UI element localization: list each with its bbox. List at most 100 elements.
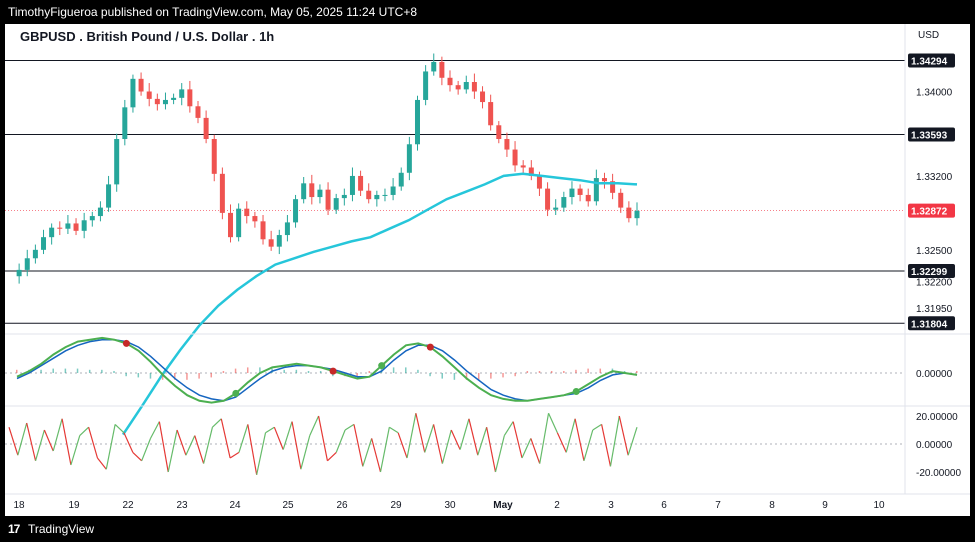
momentum-tick-label: 0.00000	[916, 440, 953, 451]
oscillator-histogram-bar	[636, 371, 638, 373]
candle-body	[97, 207, 103, 217]
candle-body	[447, 77, 453, 86]
date-tick-label: 24	[229, 500, 241, 511]
candle-body	[626, 207, 632, 219]
level-price-tag	[908, 127, 955, 142]
date-tick-label: 9	[822, 500, 828, 511]
momentum-segment	[406, 413, 417, 459]
price-tick-label: 1.33200	[916, 172, 953, 183]
momentum-segment	[309, 415, 320, 436]
momentum-segment	[512, 421, 523, 459]
candle-body	[545, 188, 551, 210]
candle-body	[423, 71, 429, 100]
level-price-tag	[908, 53, 955, 68]
momentum-segment	[618, 415, 629, 456]
oscillator-histogram-bar	[52, 368, 54, 373]
momentum-segment	[335, 429, 346, 453]
candle-body	[154, 98, 160, 105]
momentum-segment	[176, 429, 187, 456]
candle-body	[471, 82, 477, 92]
candle-body	[317, 189, 323, 198]
momentum-segment	[556, 432, 567, 453]
momentum-segment	[565, 418, 576, 453]
momentum-segment	[362, 438, 373, 467]
candle-body	[65, 223, 71, 229]
momentum-segment	[424, 424, 435, 453]
momentum-segment	[247, 424, 258, 475]
candle-body	[301, 183, 307, 200]
candle-body	[585, 194, 591, 202]
candle-body	[81, 220, 87, 231]
oscillator-histogram-bar	[526, 371, 529, 373]
candle-body	[252, 216, 258, 222]
momentum-segment	[344, 423, 355, 431]
oscillator-fast-line	[16, 336, 638, 404]
candle-body	[114, 139, 120, 185]
oscillator-histogram-bar	[319, 371, 322, 373]
date-tick-label: 30	[444, 500, 456, 511]
candle-body	[171, 97, 177, 100]
footer-bar: 17 TradingView	[0, 516, 975, 542]
level-price-label: 1.32299	[911, 267, 948, 278]
candle-body	[138, 78, 144, 92]
candle-body	[553, 207, 559, 210]
candle-body	[130, 78, 136, 108]
momentum-segment	[450, 429, 461, 450]
oscillator-pane[interactable]	[5, 336, 905, 404]
momentum-segment	[70, 435, 81, 466]
oscillator-histogram-bar	[538, 371, 541, 373]
momentum-segment	[548, 412, 558, 434]
tradingview-logo-icon: 17	[8, 522, 20, 536]
crossover-dot	[426, 343, 434, 351]
momentum-segment	[317, 415, 329, 461]
candle-body	[496, 125, 502, 139]
candle-body	[32, 249, 38, 259]
momentum-segment	[212, 418, 222, 428]
momentum-segment	[26, 422, 37, 461]
momentum-pane[interactable]	[5, 412, 905, 475]
crossover-dot	[378, 362, 386, 370]
candle-body	[528, 167, 534, 176]
momentum-segment	[194, 435, 205, 464]
momentum-segment	[371, 438, 382, 473]
chart-svg[interactable]: 1.34294 1.33593 1.32299 1.31804 1.32872 1.34…	[5, 24, 970, 516]
candle-body	[179, 89, 185, 98]
momentum-segment	[132, 451, 143, 462]
oscillator-histogram-bar	[405, 367, 407, 373]
candle-body	[610, 181, 616, 193]
oscillator-histogram-bar	[465, 373, 468, 380]
momentum-segment	[203, 427, 214, 464]
momentum-segment	[592, 423, 602, 431]
price-pane[interactable]: 1.34294 1.33593 1.32299 1.31804 1.32872	[5, 53, 955, 436]
candle-body	[480, 91, 486, 103]
price-tick-label: 1.31950	[916, 304, 953, 315]
chart-canvas[interactable]: 1.34294 1.33593 1.32299 1.31804 1.32872 1.34…	[5, 24, 970, 516]
momentum-segment	[353, 424, 364, 467]
oscillator-histogram-bar	[88, 369, 91, 373]
oscillator-histogram-bar	[222, 371, 225, 373]
candle-body	[333, 198, 339, 210]
candle-body	[41, 237, 47, 250]
candle-body	[24, 258, 30, 270]
date-tick-label: 2	[554, 500, 560, 511]
candle-body	[512, 149, 518, 166]
momentum-segment	[158, 421, 169, 473]
date-tick-label: 23	[176, 500, 188, 511]
level-price-label: 1.34294	[911, 56, 948, 67]
momentum-segment	[379, 427, 390, 473]
candle-body	[106, 184, 112, 208]
candle-body	[398, 172, 404, 187]
oscillator-histogram-bar	[137, 373, 140, 378]
momentum-segment	[530, 438, 541, 464]
oscillator-histogram-bar	[113, 371, 115, 373]
oscillator-histogram-bar	[149, 373, 152, 379]
date-tick-label: 6	[661, 500, 667, 511]
candle-body	[406, 144, 412, 173]
momentum-segment	[583, 429, 594, 461]
candle-body	[366, 190, 372, 200]
candle-body	[536, 175, 542, 189]
oscillator-histogram-bar	[392, 367, 395, 373]
candle-body	[569, 188, 575, 198]
momentum-segment	[477, 427, 488, 456]
candle-body	[236, 208, 242, 238]
